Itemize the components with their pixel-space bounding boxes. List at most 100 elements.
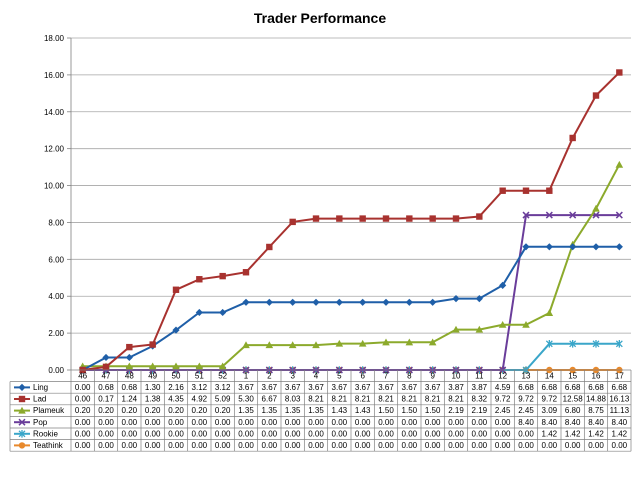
point-ling — [242, 298, 250, 306]
point-plameuk — [498, 321, 507, 328]
y-tick-label: 12.00 — [44, 145, 65, 154]
data-label-teathink: 0.00 — [168, 441, 184, 450]
data-label-teathink: 0.00 — [472, 441, 488, 450]
point-ling — [125, 353, 133, 362]
data-label-ling: 4.59 — [495, 383, 511, 392]
data-label-lad: 14.88 — [586, 395, 607, 404]
data-label-ling: 3.67 — [308, 383, 324, 392]
point-ling — [615, 243, 623, 251]
data-label-plameuk: 1.35 — [285, 406, 301, 415]
point-ling — [172, 326, 180, 334]
point-ling — [499, 281, 507, 289]
y-tick-label: 2.00 — [48, 329, 64, 338]
data-label-plameuk: 3.09 — [542, 406, 558, 415]
point-lad — [172, 286, 180, 293]
data-label-lad: 9.72 — [495, 395, 511, 404]
point-plameuk — [242, 341, 250, 349]
data-label-teathink: 0.00 — [495, 441, 511, 450]
data-label-teathink: 0.00 — [122, 441, 138, 450]
y-tick-label: 14.00 — [44, 108, 65, 117]
data-label-rookie: 0.00 — [308, 429, 324, 438]
data-label-lad: 9.72 — [518, 395, 534, 404]
data-label-rookie: 0.00 — [472, 429, 488, 438]
data-label-plameuk: 1.35 — [262, 406, 278, 415]
data-label-rookie: 0.00 — [262, 429, 278, 438]
data-label-ling: 1.30 — [145, 383, 161, 392]
data-label-pop: 0.00 — [332, 418, 348, 427]
data-label-plameuk: 1.50 — [402, 406, 418, 415]
x-category-label: 11 — [475, 371, 484, 380]
point-lad — [102, 363, 110, 371]
data-label-pop: 8.40 — [542, 418, 558, 427]
data-label-rookie: 0.00 — [192, 429, 208, 438]
data-label-lad: 8.21 — [378, 395, 394, 404]
data-label-lad: 16.13 — [609, 395, 630, 404]
data-label-lad: 8.21 — [332, 395, 348, 404]
data-label-teathink: 0.00 — [98, 441, 114, 450]
point-plameuk — [428, 338, 437, 346]
point-ling — [592, 243, 600, 251]
data-label-ling: 3.67 — [425, 383, 441, 392]
data-label-teathink: 0.00 — [262, 441, 278, 450]
point-lad — [336, 215, 343, 222]
data-label-pop: 0.00 — [98, 418, 114, 427]
data-label-teathink: 0.00 — [425, 441, 441, 450]
data-label-lad: 8.32 — [472, 395, 488, 404]
x-category-label: 46 — [78, 371, 87, 380]
data-label-ling: 0.00 — [75, 383, 91, 392]
data-label-ling: 6.68 — [612, 383, 628, 392]
data-label-pop: 0.00 — [238, 418, 254, 427]
legend-key-marker-rookie — [18, 430, 26, 438]
data-label-plameuk: 2.45 — [495, 406, 511, 415]
legend-key-marker-teathink — [18, 442, 26, 449]
data-label-pop: 8.40 — [518, 418, 534, 427]
x-category-label: 15 — [568, 371, 577, 380]
data-label-ling: 3.67 — [285, 383, 301, 392]
point-plameuk — [522, 321, 530, 328]
data-label-plameuk: 0.20 — [215, 406, 231, 415]
y-tick-label: 4.00 — [48, 292, 64, 301]
y-tick-label: 18.00 — [44, 34, 65, 43]
point-plameuk — [125, 362, 134, 370]
x-category-label: 1 — [244, 371, 249, 380]
point-rookie — [569, 340, 577, 348]
point-plameuk — [172, 362, 180, 370]
data-label-lad: 4.35 — [168, 395, 184, 404]
point-plameuk — [358, 339, 367, 347]
point-lad — [312, 215, 320, 222]
data-label-rookie: 0.00 — [425, 429, 441, 438]
data-label-teathink: 0.00 — [355, 441, 371, 450]
data-label-ling: 6.68 — [588, 383, 604, 392]
data-label-teathink: 0.00 — [565, 441, 581, 450]
legend-label-teathink: Teathink — [33, 441, 64, 450]
point-lad — [546, 187, 553, 194]
y-tick-label: 10.00 — [44, 182, 65, 191]
data-label-plameuk: 11.13 — [610, 406, 630, 415]
x-category-label: 4 — [314, 371, 319, 380]
data-label-lad: 6.67 — [262, 395, 278, 404]
data-label-teathink: 0.00 — [612, 441, 628, 450]
point-lad — [592, 92, 600, 99]
legend-label-plameuk: Plameuk — [33, 406, 65, 415]
data-label-lad: 8.21 — [425, 395, 441, 404]
point-pop — [522, 211, 530, 219]
x-category-label: 10 — [452, 371, 461, 380]
point-ling — [405, 298, 413, 306]
x-category-label: 16 — [592, 371, 601, 380]
data-label-plameuk: 0.20 — [145, 406, 161, 415]
point-lad — [289, 218, 296, 226]
point-plameuk — [382, 338, 390, 346]
data-label-lad: 8.21 — [355, 395, 371, 404]
data-label-ling: 0.68 — [98, 383, 114, 392]
point-ling — [265, 298, 273, 306]
point-plameuk — [335, 339, 344, 347]
legend-key-marker-ling — [18, 383, 26, 391]
data-label-teathink: 0.00 — [542, 441, 558, 450]
x-category-label: 7 — [384, 371, 389, 380]
y-tick-label: 0.00 — [48, 366, 64, 375]
x-category-label: 17 — [615, 371, 624, 380]
data-label-rookie: 1.42 — [542, 429, 558, 438]
data-label-rookie: 0.00 — [285, 429, 301, 438]
